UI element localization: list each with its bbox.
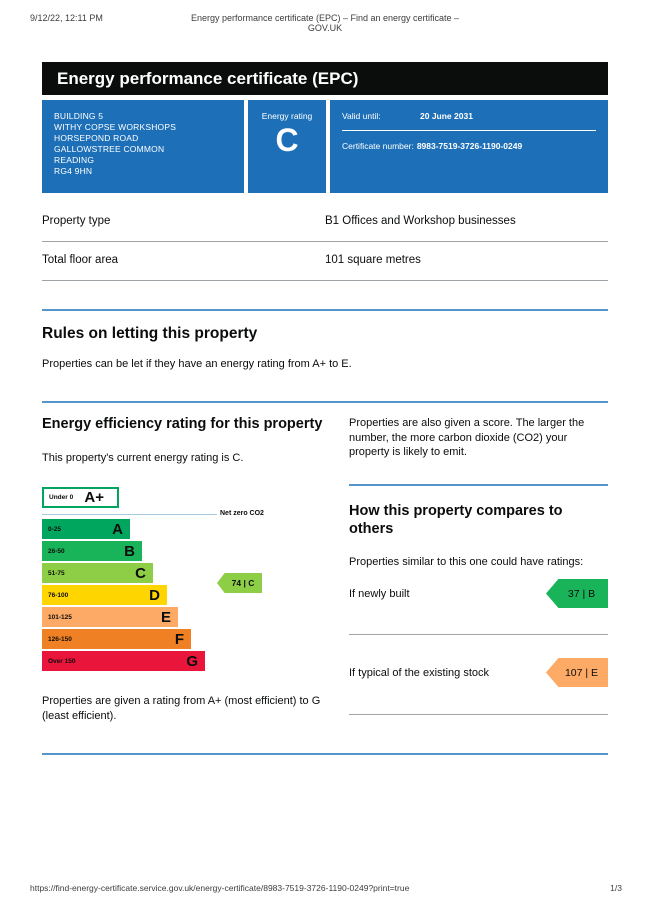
valid-until-value: 20 June 2031 (420, 111, 473, 121)
comparison-row-newly-built: If newly built 37 | B (349, 579, 608, 608)
current-rating-tag-label: 74 | C (231, 578, 255, 588)
efficiency-column: Energy efficiency rating for this proper… (42, 415, 325, 723)
certificate-summary-box: BUILDING 5 WITHY COPSE WORKSHOPS HORSEPO… (42, 100, 608, 193)
band-g: Over 150 G (42, 651, 205, 671)
certificate-number-label: Certificate number: (342, 141, 414, 151)
print-page-title: Energy performance certificate (EPC) – F… (190, 13, 460, 33)
certificate-number-value: 8983-7519-3726-1190-0249 (416, 141, 523, 151)
band-e: 101-125 E (42, 607, 178, 627)
certificate-page: Energy performance certificate (EPC) BUI… (42, 62, 608, 755)
table-row: Total floor area 101 square metres (42, 242, 608, 281)
band-row: 126-150 F (42, 629, 325, 649)
band-d: 76-100 D (42, 585, 167, 605)
band-row: 101-125 E (42, 607, 325, 627)
band-a: 0-25 A (42, 519, 130, 539)
row-divider (349, 634, 608, 635)
band-a-plus: Under 0 A+ (42, 487, 119, 508)
floor-area-value: 101 square metres (325, 254, 421, 266)
band-row: 76-100 D (42, 585, 325, 605)
address-line: BUILDING 5 (54, 111, 104, 121)
efficiency-heading: Energy efficiency rating for this proper… (42, 416, 323, 432)
epc-rating-chart: Under 0 A+ Net zero CO2 0-25 A 26-50 (42, 487, 325, 671)
validity-panel: Valid until: 20 June 2031 Certificate nu… (330, 100, 608, 193)
energy-rating-panel: Energy rating C (248, 100, 326, 193)
section-divider (349, 483, 608, 486)
validity-divider (342, 130, 596, 131)
band-row: Over 150 G (42, 651, 325, 671)
floor-area-label: Total floor area (42, 254, 119, 266)
energy-rating-value: C (275, 122, 299, 158)
property-type-label: Property type (42, 215, 111, 227)
comparison-row-existing-stock: If typical of the existing stock 107 | E (349, 658, 608, 687)
energy-rating-label: Energy rating (261, 111, 313, 121)
band-row: 0-25 A (42, 519, 325, 539)
property-type-value: B1 Offices and Workshop businesses (325, 215, 516, 227)
band-c: 51-75 C (42, 563, 153, 583)
address-line: GALLOWSTREE COMMON (54, 144, 165, 154)
banner-title: Energy performance certificate (EPC) (57, 68, 359, 88)
comparison-heading: How this property compares to others (349, 502, 563, 538)
band-range-label: 0-25 (48, 525, 62, 533)
valid-until-row: Valid until: 20 June 2031 (342, 111, 596, 121)
property-details-list: Property type B1 Offices and Workshop bu… (42, 203, 608, 281)
print-page-number: 1/3 (610, 883, 622, 893)
address-line: READING (54, 155, 95, 165)
address-line: WITHY COPSE WORKSHOPS (54, 122, 177, 132)
band-range-label: 51-75 (48, 569, 65, 577)
rules-heading: Rules on letting this property (42, 325, 258, 342)
row-divider (349, 714, 608, 715)
table-row: Property type B1 Offices and Workshop bu… (42, 203, 608, 242)
section-divider (42, 309, 608, 311)
band-grade-letter: D (149, 586, 160, 604)
band-grade-letter: G (186, 652, 198, 670)
newly-built-label: If newly built (349, 587, 410, 600)
band-row: 51-75 C (42, 563, 325, 583)
address-line: HORSEPOND ROAD (54, 133, 139, 143)
band-grade-letter: E (160, 608, 171, 626)
band-range-label: 126-150 (48, 635, 72, 643)
current-rating-text: This property's current energy rating is… (42, 451, 244, 464)
band-range-label: Under 0 (49, 494, 74, 501)
rating-scale-footnote: Properties are given a rating from A+ (m… (42, 695, 321, 722)
band-range-label: 101-125 (48, 613, 72, 621)
score-note: Properties are also given a score. The l… (349, 417, 585, 458)
property-address: BUILDING 5 WITHY COPSE WORKSHOPS HORSEPO… (42, 100, 244, 193)
comparison-intro: Properties similar to this one could hav… (349, 555, 584, 568)
certificate-number-row: Certificate number: 8983-7519-3726-1190-0… (342, 141, 596, 151)
band-grade-letter: F (174, 630, 184, 648)
existing-stock-rating-tag: 107 | E (546, 658, 608, 687)
print-header: 9/12/22, 12:11 PM Energy performance cer… (30, 13, 620, 33)
net-zero-label: Net zero CO2 (220, 510, 264, 517)
print-footer-url: https://find-energy-certificate.service.… (30, 883, 410, 893)
band-grade-letter: C (135, 564, 146, 582)
band-b: 26-50 B (42, 541, 142, 561)
band-row: 26-50 B (42, 541, 325, 561)
net-zero-line (42, 514, 217, 515)
rating-columns: Energy efficiency rating for this proper… (42, 415, 608, 723)
rules-body: Properties can be let if they have an en… (42, 358, 352, 370)
comparison-column: Properties are also given a score. The l… (349, 415, 608, 723)
address-line: RG4 9HN (54, 166, 93, 176)
band-range-label: Over 150 (48, 657, 76, 665)
band-grade-letter: B (124, 542, 135, 560)
band-grade-letter: A+ (84, 489, 104, 506)
band-f: 126-150 F (42, 629, 191, 649)
section-divider (42, 401, 608, 403)
section-divider (42, 753, 608, 755)
current-rating-tag: 74 | C (217, 573, 262, 593)
band-range-label: 26-50 (48, 547, 65, 555)
net-zero-marker: Net zero CO2 (42, 510, 325, 519)
band-range-label: 76-100 (48, 591, 69, 599)
newly-built-rating-tag: 37 | B (546, 579, 608, 608)
valid-until-label: Valid until: (342, 111, 381, 121)
band-grade-letter: A (112, 520, 123, 538)
print-footer: https://find-energy-certificate.service.… (30, 883, 622, 893)
certificate-banner: Energy performance certificate (EPC) (42, 62, 608, 95)
print-datetime: 9/12/22, 12:11 PM (30, 13, 103, 23)
existing-stock-label: If typical of the existing stock (349, 666, 490, 679)
